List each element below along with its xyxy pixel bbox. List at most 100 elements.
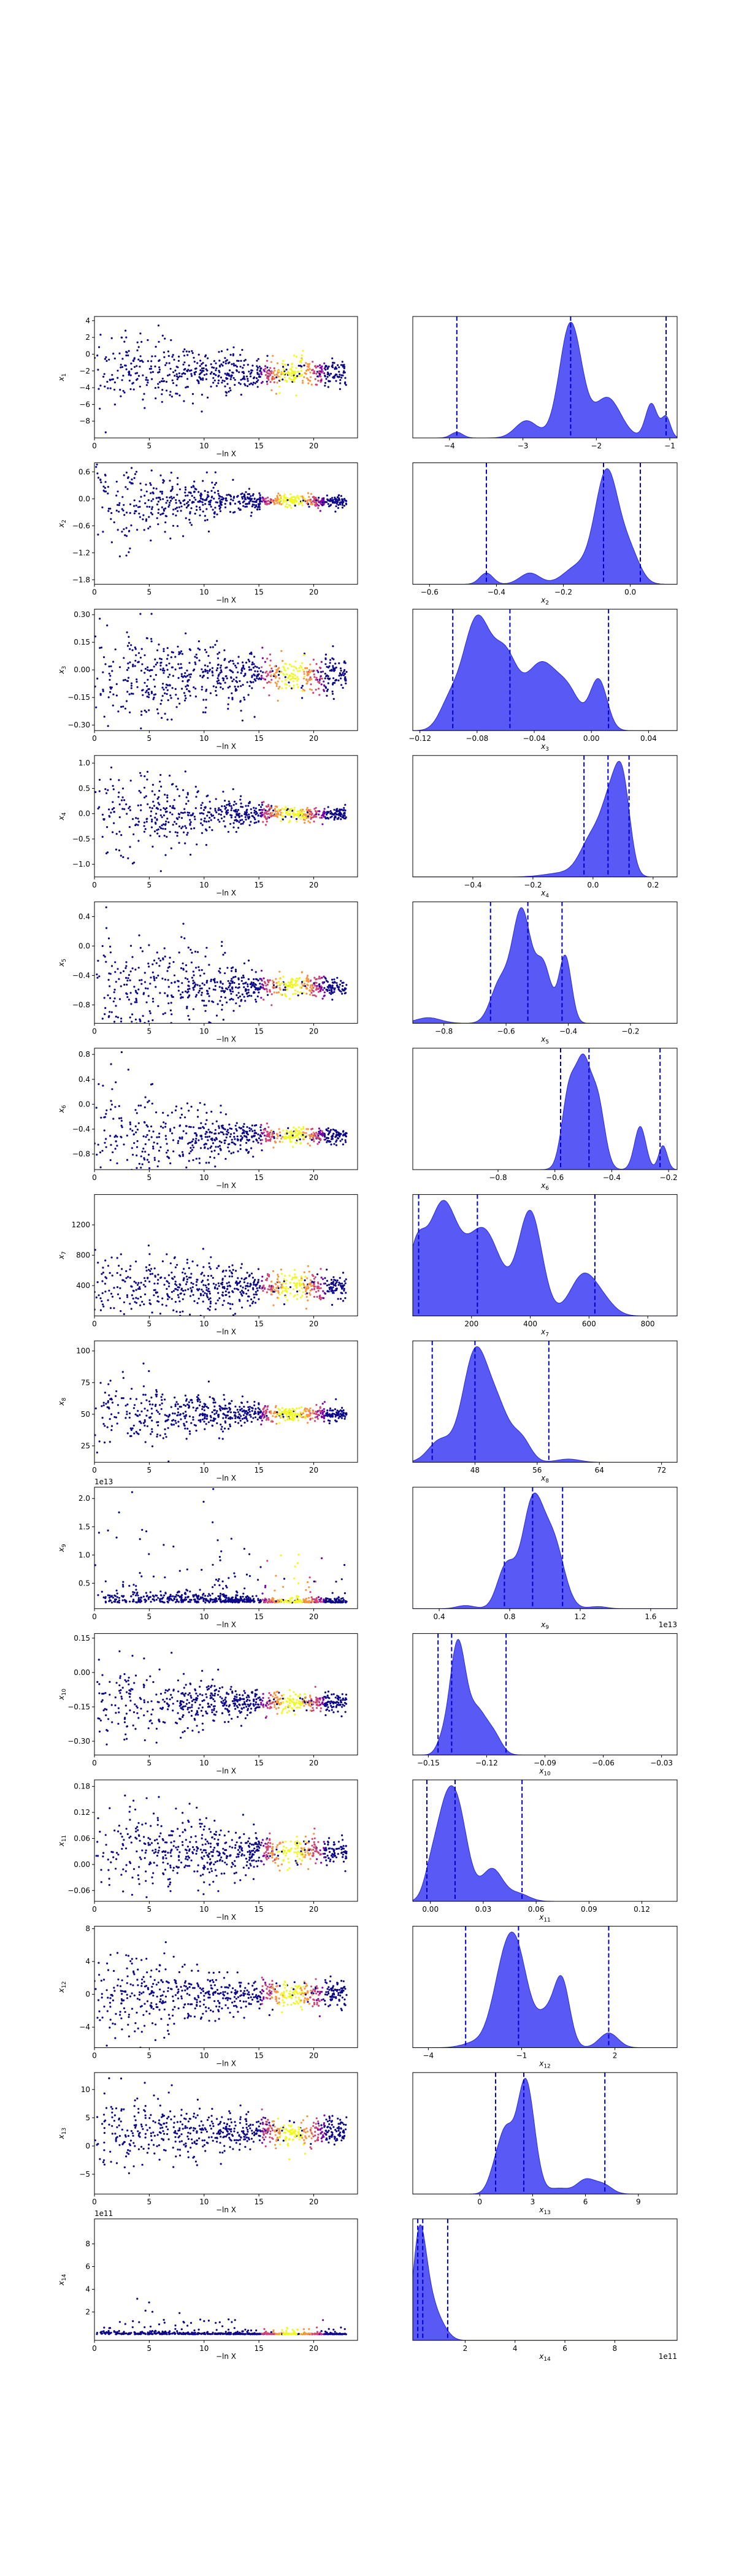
scatter-point xyxy=(135,1289,137,1291)
scatter-point xyxy=(251,1124,253,1127)
scatter-point xyxy=(332,1281,335,1283)
scatter-point xyxy=(316,1281,320,1284)
scatter-point xyxy=(323,981,326,984)
scatter-point xyxy=(244,816,247,818)
scatter-point xyxy=(246,1271,248,1274)
kde-xtick-label: −0.8 xyxy=(489,1173,507,1182)
scatter-point xyxy=(230,677,232,679)
scatter-point xyxy=(197,491,200,493)
scatter-point xyxy=(195,653,197,656)
scatter-point xyxy=(334,497,336,500)
scatter-point xyxy=(274,808,276,811)
scatter-point xyxy=(138,789,140,792)
scatter-point xyxy=(251,983,255,986)
scatter-point xyxy=(140,669,143,672)
scatter-point xyxy=(141,1321,143,1323)
panel-row-x2: 0 5 10 15 20−ln X0.60.0−0.6−1.2−1.8x2−0.6 −0.… xyxy=(57,462,678,607)
scatter-point xyxy=(190,1125,192,1129)
scatter-point xyxy=(248,497,251,500)
scatter-point xyxy=(248,669,251,671)
scatter-point xyxy=(234,1138,236,1140)
scatter-point xyxy=(318,370,320,374)
scatter-point xyxy=(316,1295,318,1298)
scatter-point xyxy=(110,811,112,814)
scatter-point xyxy=(297,1126,300,1129)
scatter-point xyxy=(302,669,304,671)
scatter-point xyxy=(274,497,277,500)
scatter-point xyxy=(226,1129,229,1131)
scatter-point xyxy=(241,496,243,499)
scatter-point xyxy=(125,329,127,332)
scatter-point xyxy=(145,1001,148,1003)
scatter-point xyxy=(344,1135,347,1137)
scatter-point xyxy=(123,528,125,531)
scatter-point xyxy=(294,814,296,816)
scatter-point xyxy=(236,994,238,997)
scatter-point xyxy=(147,691,150,694)
scatter-point xyxy=(218,673,220,676)
scatter-point xyxy=(343,677,347,680)
scatter-point xyxy=(309,380,311,382)
scatter-xtick-label: 5 xyxy=(147,1027,152,1035)
scatter-point xyxy=(306,987,309,990)
scatter-point xyxy=(178,375,181,378)
scatter-point xyxy=(133,861,136,864)
scatter-point xyxy=(210,489,213,493)
scatter-point xyxy=(292,687,294,689)
scatter-point xyxy=(247,1289,250,1292)
scatter-point xyxy=(281,680,283,683)
scatter-point xyxy=(180,936,183,938)
scatter-point xyxy=(166,689,169,691)
scatter-point xyxy=(146,696,148,698)
kde-xtick-label: 0.04 xyxy=(640,734,657,743)
scatter-point xyxy=(97,807,99,810)
scatter-point xyxy=(302,1133,304,1136)
scatter-point xyxy=(237,656,240,658)
scatter-point xyxy=(318,1141,320,1143)
scatter-point xyxy=(111,1275,113,1277)
scatter-point xyxy=(186,505,190,507)
scatter-point xyxy=(328,380,331,383)
scatter-point xyxy=(174,1288,177,1290)
scatter-point xyxy=(210,978,212,981)
scatter-point xyxy=(260,1143,263,1145)
scatter-point xyxy=(334,662,337,665)
scatter-point xyxy=(159,668,162,671)
scatter-point xyxy=(104,956,106,958)
scatter-point xyxy=(239,1148,242,1151)
scatter-point xyxy=(169,394,171,396)
scatter-point xyxy=(294,377,296,380)
scatter-point xyxy=(190,507,193,510)
scatter-point xyxy=(281,1292,283,1294)
scatter-point xyxy=(323,1282,326,1285)
scatter-point xyxy=(159,992,161,994)
scatter-point xyxy=(326,665,328,668)
scatter-point xyxy=(163,1284,166,1286)
scatter-point xyxy=(105,1138,107,1140)
scatter-ylabel: x1 xyxy=(57,374,67,382)
scatter-point xyxy=(241,497,243,500)
scatter-point xyxy=(141,663,144,665)
scatter-point xyxy=(125,336,128,339)
scatter-point xyxy=(235,830,237,833)
scatter-point xyxy=(303,653,305,655)
scatter-point xyxy=(231,680,234,683)
scatter-point xyxy=(260,675,263,677)
scatter-point xyxy=(118,779,120,781)
scatter-point xyxy=(310,493,312,495)
scatter-point xyxy=(152,887,154,889)
scatter-point xyxy=(269,664,271,667)
scatter-point xyxy=(293,372,296,375)
scatter-point xyxy=(159,1276,162,1279)
scatter-point xyxy=(161,389,164,391)
kde-xtick-label: −0.2 xyxy=(554,588,572,597)
scatter-point xyxy=(223,1133,225,1135)
scatter-point xyxy=(185,803,188,805)
scatter-point xyxy=(294,1129,297,1132)
scatter-point xyxy=(167,355,170,358)
scatter-point xyxy=(233,1132,236,1135)
scatter-point xyxy=(116,1135,118,1138)
scatter-point xyxy=(301,374,303,377)
